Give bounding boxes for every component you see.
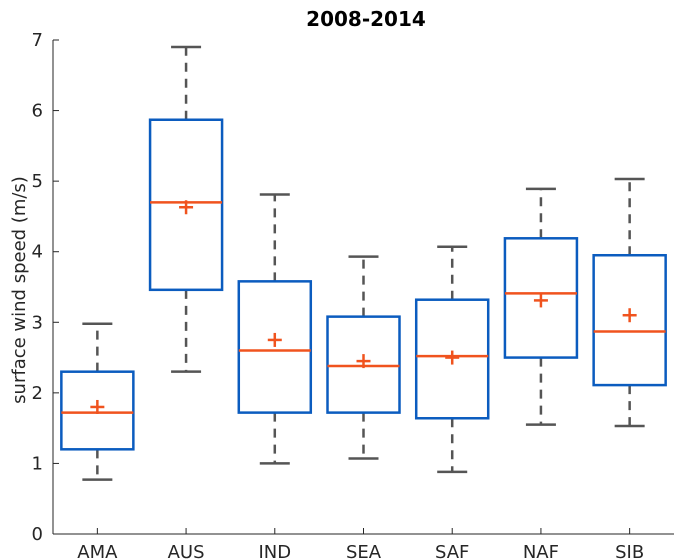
plot-area: 0 1 2 3 4 5 6 7 AMA AUS IND SEA SAF NAF SIB xyxy=(32,30,674,560)
y-tick-label: 3 xyxy=(32,312,43,333)
y-tick-label: 4 xyxy=(32,242,43,263)
box-iqr xyxy=(326,315,401,414)
x-tick-label: NAF xyxy=(523,542,559,560)
y-tick-label: 5 xyxy=(32,171,43,192)
box-iqr xyxy=(592,253,667,387)
y-tick-label: 1 xyxy=(32,453,43,474)
chart-title: 2008-2014 xyxy=(306,7,426,31)
x-tick-label: SIB xyxy=(615,542,644,560)
x-tick-label: SAF xyxy=(435,542,469,560)
box-iqr xyxy=(503,237,579,359)
y-axis-label: surface wind speed (m/s) xyxy=(9,176,30,404)
x-tick-label: AMA xyxy=(77,542,118,560)
box-iqr xyxy=(414,298,490,420)
box-iqr xyxy=(237,280,313,414)
y-tick-label: 2 xyxy=(32,383,43,404)
y-tick-label: 0 xyxy=(32,524,43,545)
x-tick-label: SEA xyxy=(346,542,382,560)
y-tick-label: 7 xyxy=(32,30,43,51)
x-tick-label: IND xyxy=(258,542,291,560)
box-iqr xyxy=(148,118,224,292)
x-tick-label: AUS xyxy=(168,542,205,560)
y-tick-label: 6 xyxy=(32,101,43,122)
box-iqr xyxy=(60,370,135,451)
